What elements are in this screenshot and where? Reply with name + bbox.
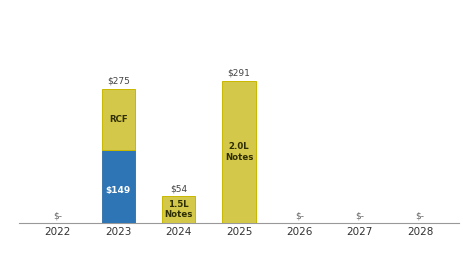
Text: 2.0L
Notes: 2.0L Notes (224, 142, 253, 162)
Text: $-: $- (355, 211, 363, 220)
Text: $149: $149 (106, 185, 131, 195)
Bar (222, 81, 255, 223)
Text: $275: $275 (106, 76, 129, 85)
Bar (101, 89, 135, 150)
Bar (162, 196, 195, 223)
Text: Debt Maturity Schedule: Debt Maturity Schedule (112, 16, 351, 34)
Text: $-: $- (415, 211, 424, 220)
Bar (101, 150, 135, 223)
Text: 1.5L
Notes: 1.5L Notes (164, 200, 192, 219)
Text: $291: $291 (227, 68, 250, 77)
Text: $-: $- (53, 211, 62, 220)
Text: $54: $54 (169, 184, 187, 193)
Text: $-: $- (294, 211, 303, 220)
Text: RCF: RCF (109, 115, 127, 124)
